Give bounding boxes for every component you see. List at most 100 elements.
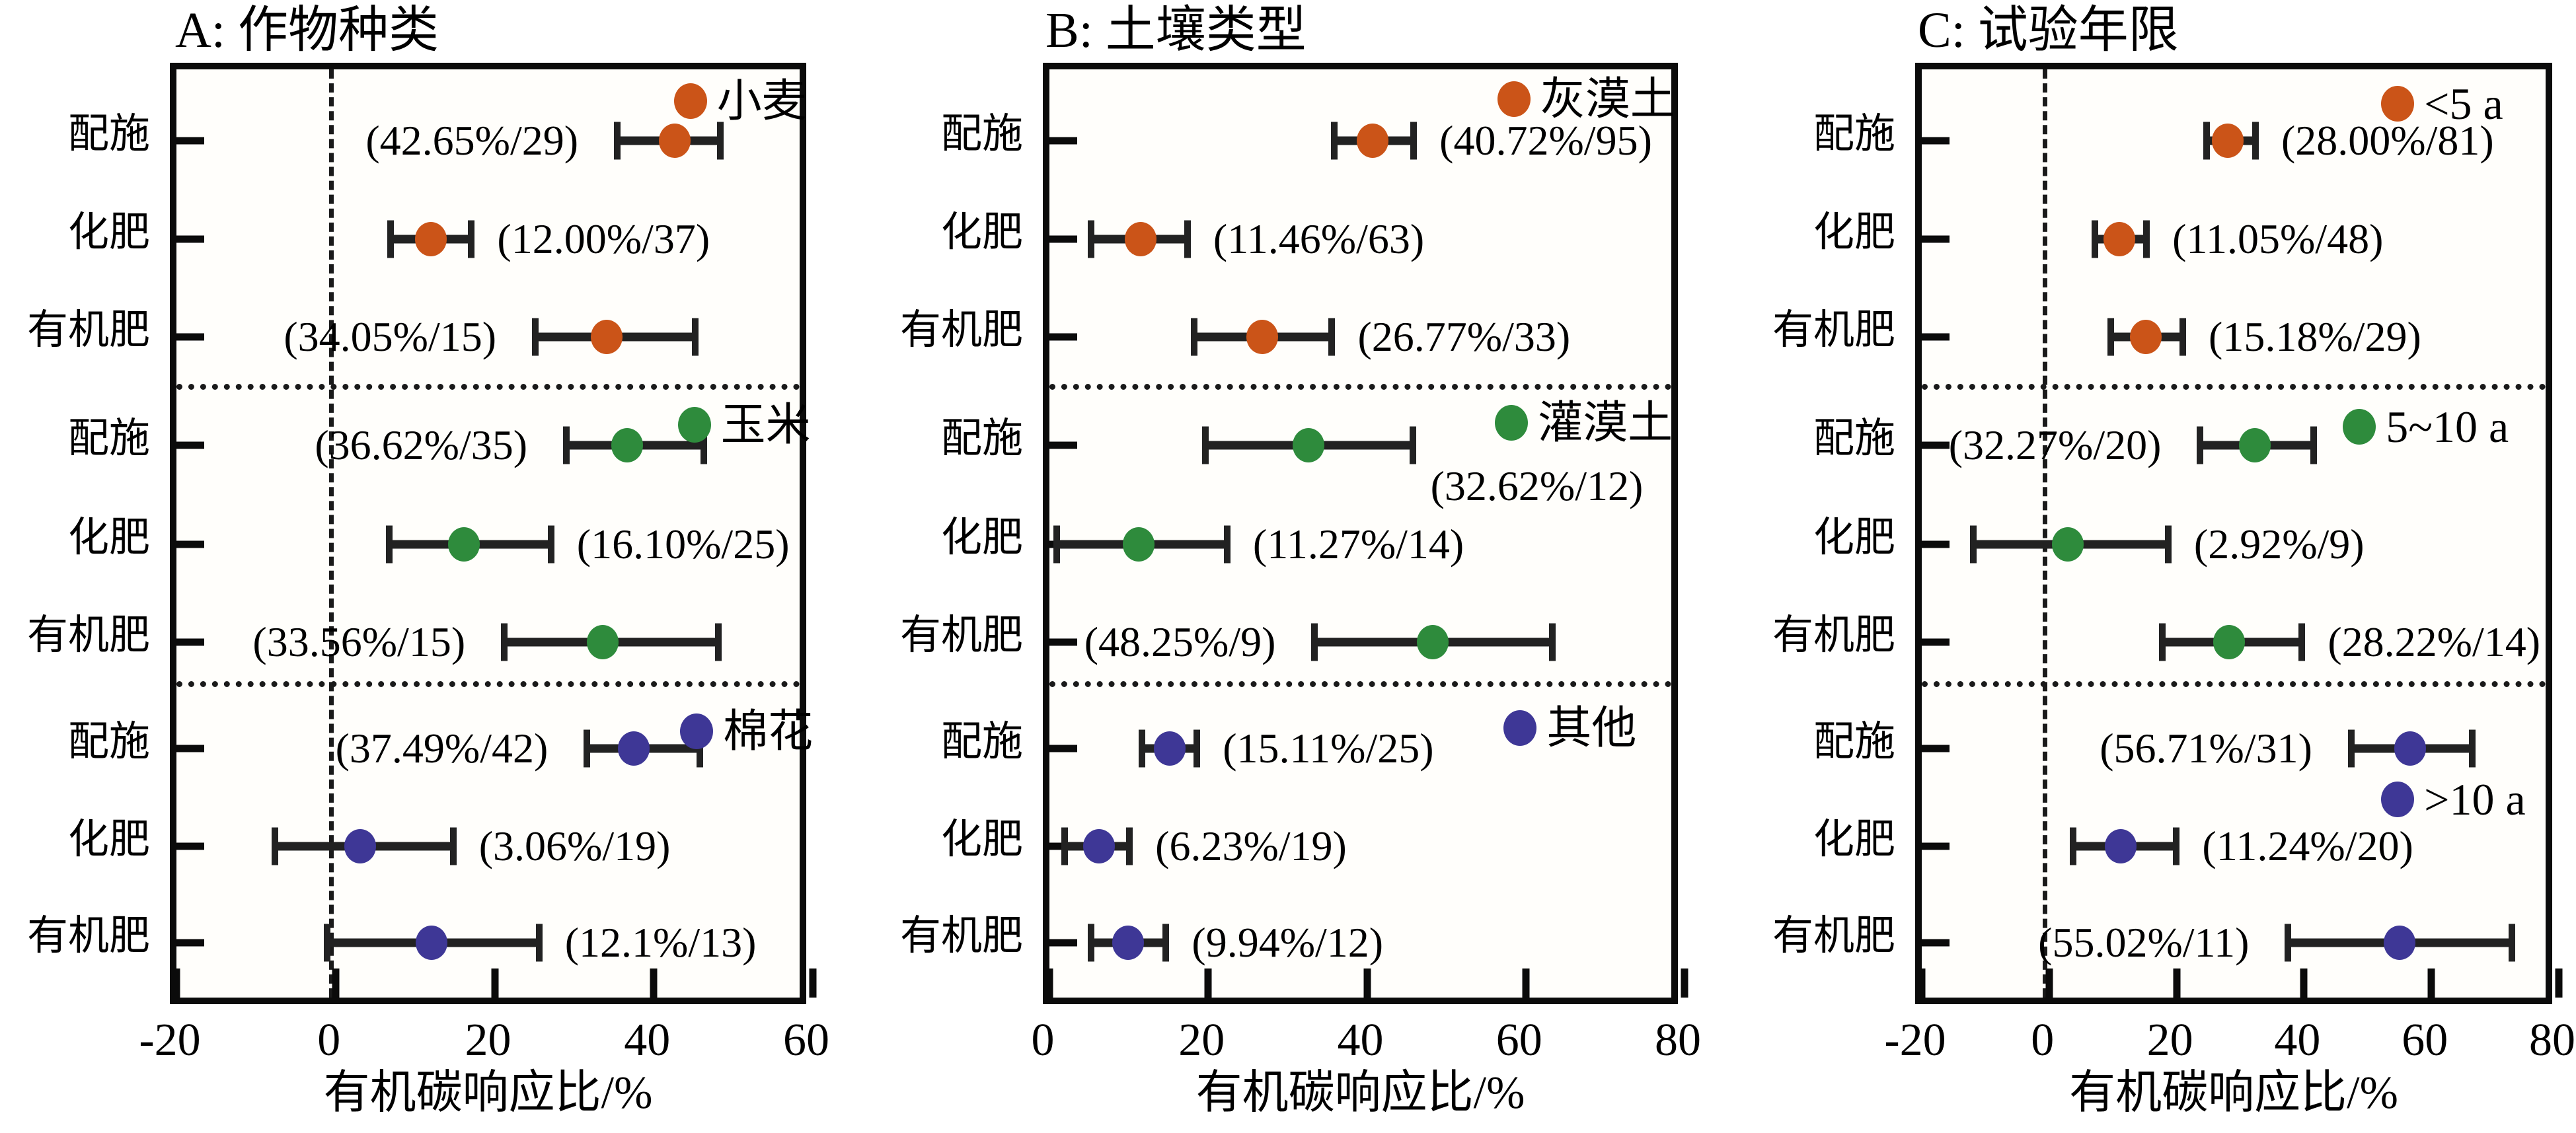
mean-dot [344, 829, 376, 864]
data-label: (56.71%/31) [2100, 724, 2312, 772]
group-separator [1922, 384, 2546, 390]
legend-label: 棉花 [723, 706, 814, 756]
mean-dot [2051, 527, 2084, 562]
x-axis-title-B: 有机碳响应比/% [1195, 1068, 1525, 1118]
row-category-label: 配施 [67, 112, 150, 157]
y-tick [1922, 333, 1950, 341]
y-tick [1922, 540, 1950, 548]
x-tick-label: 0 [2031, 1015, 2055, 1066]
data-label: (9.94%/12) [1192, 918, 1384, 966]
y-tick [176, 441, 204, 449]
legend-dot [2381, 782, 2415, 817]
y-tick [1922, 638, 1950, 646]
x-tick [2427, 969, 2435, 998]
mean-dot [2394, 731, 2427, 766]
data-label: (28.22%/14) [2328, 618, 2541, 665]
x-tick-label: 60 [2402, 1015, 2448, 1066]
plot-area-A: (42.65%/29) (12.00%/37) (34.05%/15) (36.62%… [170, 63, 817, 1004]
x-tick-label: 80 [2529, 1015, 2575, 1066]
row-category-label: 化肥 [1813, 817, 1895, 863]
zero-reference-line [2042, 69, 2047, 998]
panel-title-B: B: 土壤类型 [1045, 3, 1307, 58]
legend-dot [1497, 81, 1531, 117]
row-category-label: 化肥 [67, 209, 150, 255]
x-tick-label: 60 [783, 1015, 829, 1066]
x-tick [172, 969, 180, 998]
mean-dot [586, 624, 619, 659]
y-tick [1049, 137, 1077, 145]
y-tick [1922, 842, 1950, 850]
zero-reference-line [328, 69, 334, 998]
data-label: (32.27%/20) [1948, 421, 2162, 468]
x-tick-label: 0 [317, 1015, 341, 1066]
row-category-label: 有机肥 [26, 307, 150, 353]
y-tick [1049, 939, 1077, 947]
x-tick [809, 969, 817, 998]
y-tick [176, 842, 204, 850]
data-label: (34.05%/15) [284, 312, 497, 360]
row-category-label: 化肥 [67, 515, 150, 561]
mean-dot [618, 731, 650, 766]
row-category-label: 配施 [940, 416, 1023, 461]
data-label: (37.49%/42) [335, 724, 549, 772]
y-tick [1049, 441, 1077, 449]
y-tick [176, 235, 204, 243]
y-tick [1922, 235, 1950, 243]
row-category-label: 有机肥 [1772, 913, 1895, 959]
x-tick [1681, 969, 1688, 998]
x-tick-label: 20 [2146, 1015, 2193, 1066]
x-tick-label: 20 [465, 1015, 511, 1066]
data-label: (42.65%/29) [365, 117, 579, 164]
x-tick-label: 60 [1496, 1015, 1542, 1066]
mean-dot [2384, 925, 2416, 960]
mean-dot [2211, 124, 2244, 158]
legend-label: 灌漠土 [1538, 398, 1673, 448]
mean-dot [2213, 624, 2245, 659]
data-label: (12.1%/13) [564, 918, 757, 966]
mean-dot [1357, 124, 1389, 158]
x-tick [1045, 969, 1053, 998]
x-tick-label: -20 [1884, 1015, 1946, 1066]
y-tick [1049, 745, 1077, 752]
row-category-label: 配施 [1813, 112, 1895, 157]
x-tick [2173, 969, 2181, 998]
y-tick [176, 137, 204, 145]
data-label: (48.25%/9) [1084, 618, 1276, 665]
row-category-label: 有机肥 [899, 612, 1023, 658]
row-category-label: 化肥 [1813, 515, 1895, 561]
mean-dot [447, 527, 480, 562]
row-category-label: 化肥 [940, 515, 1023, 561]
mean-dot [2130, 319, 2162, 354]
y-tick [176, 540, 204, 548]
row-category-label: 有机肥 [26, 612, 150, 658]
x-tick [1204, 969, 1212, 998]
data-label: (2.92%/9) [2193, 521, 2365, 568]
mean-dot [2238, 428, 2271, 462]
y-tick [1049, 638, 1077, 646]
data-label: (40.72%/95) [1439, 117, 1652, 164]
data-label: (26.77%/33) [1357, 312, 1571, 360]
legend-dot [2343, 409, 2376, 445]
data-label: (32.62%/12) [1430, 462, 1644, 509]
row-category-label: 化肥 [1813, 209, 1895, 255]
row-category-label: 配施 [67, 416, 150, 461]
data-label: (6.23%/19) [1155, 822, 1347, 870]
legend-label: >10 a [2424, 774, 2526, 824]
mean-dot [1246, 319, 1278, 354]
panel-title-A: A: 作物种类 [175, 3, 439, 58]
mean-dot [1112, 925, 1145, 960]
legend-dot [680, 713, 714, 749]
row-category-label: 有机肥 [899, 307, 1023, 353]
data-label: (11.46%/63) [1213, 215, 1425, 262]
x-tick [2300, 969, 2308, 998]
legend-dot [1495, 405, 1529, 441]
mean-dot [1292, 428, 1324, 462]
row-category-label: 配施 [940, 112, 1023, 157]
legend-dot [2381, 86, 2415, 122]
y-tick [176, 638, 204, 646]
x-tick-label: 40 [2274, 1015, 2321, 1066]
data-label: (55.02%/11) [2038, 918, 2250, 966]
legend-label: 玉米 [720, 400, 811, 450]
plot-area-C: (28.00%/81) (11.05%/48) (15.18%/29) (32.27%… [1915, 63, 2563, 1004]
